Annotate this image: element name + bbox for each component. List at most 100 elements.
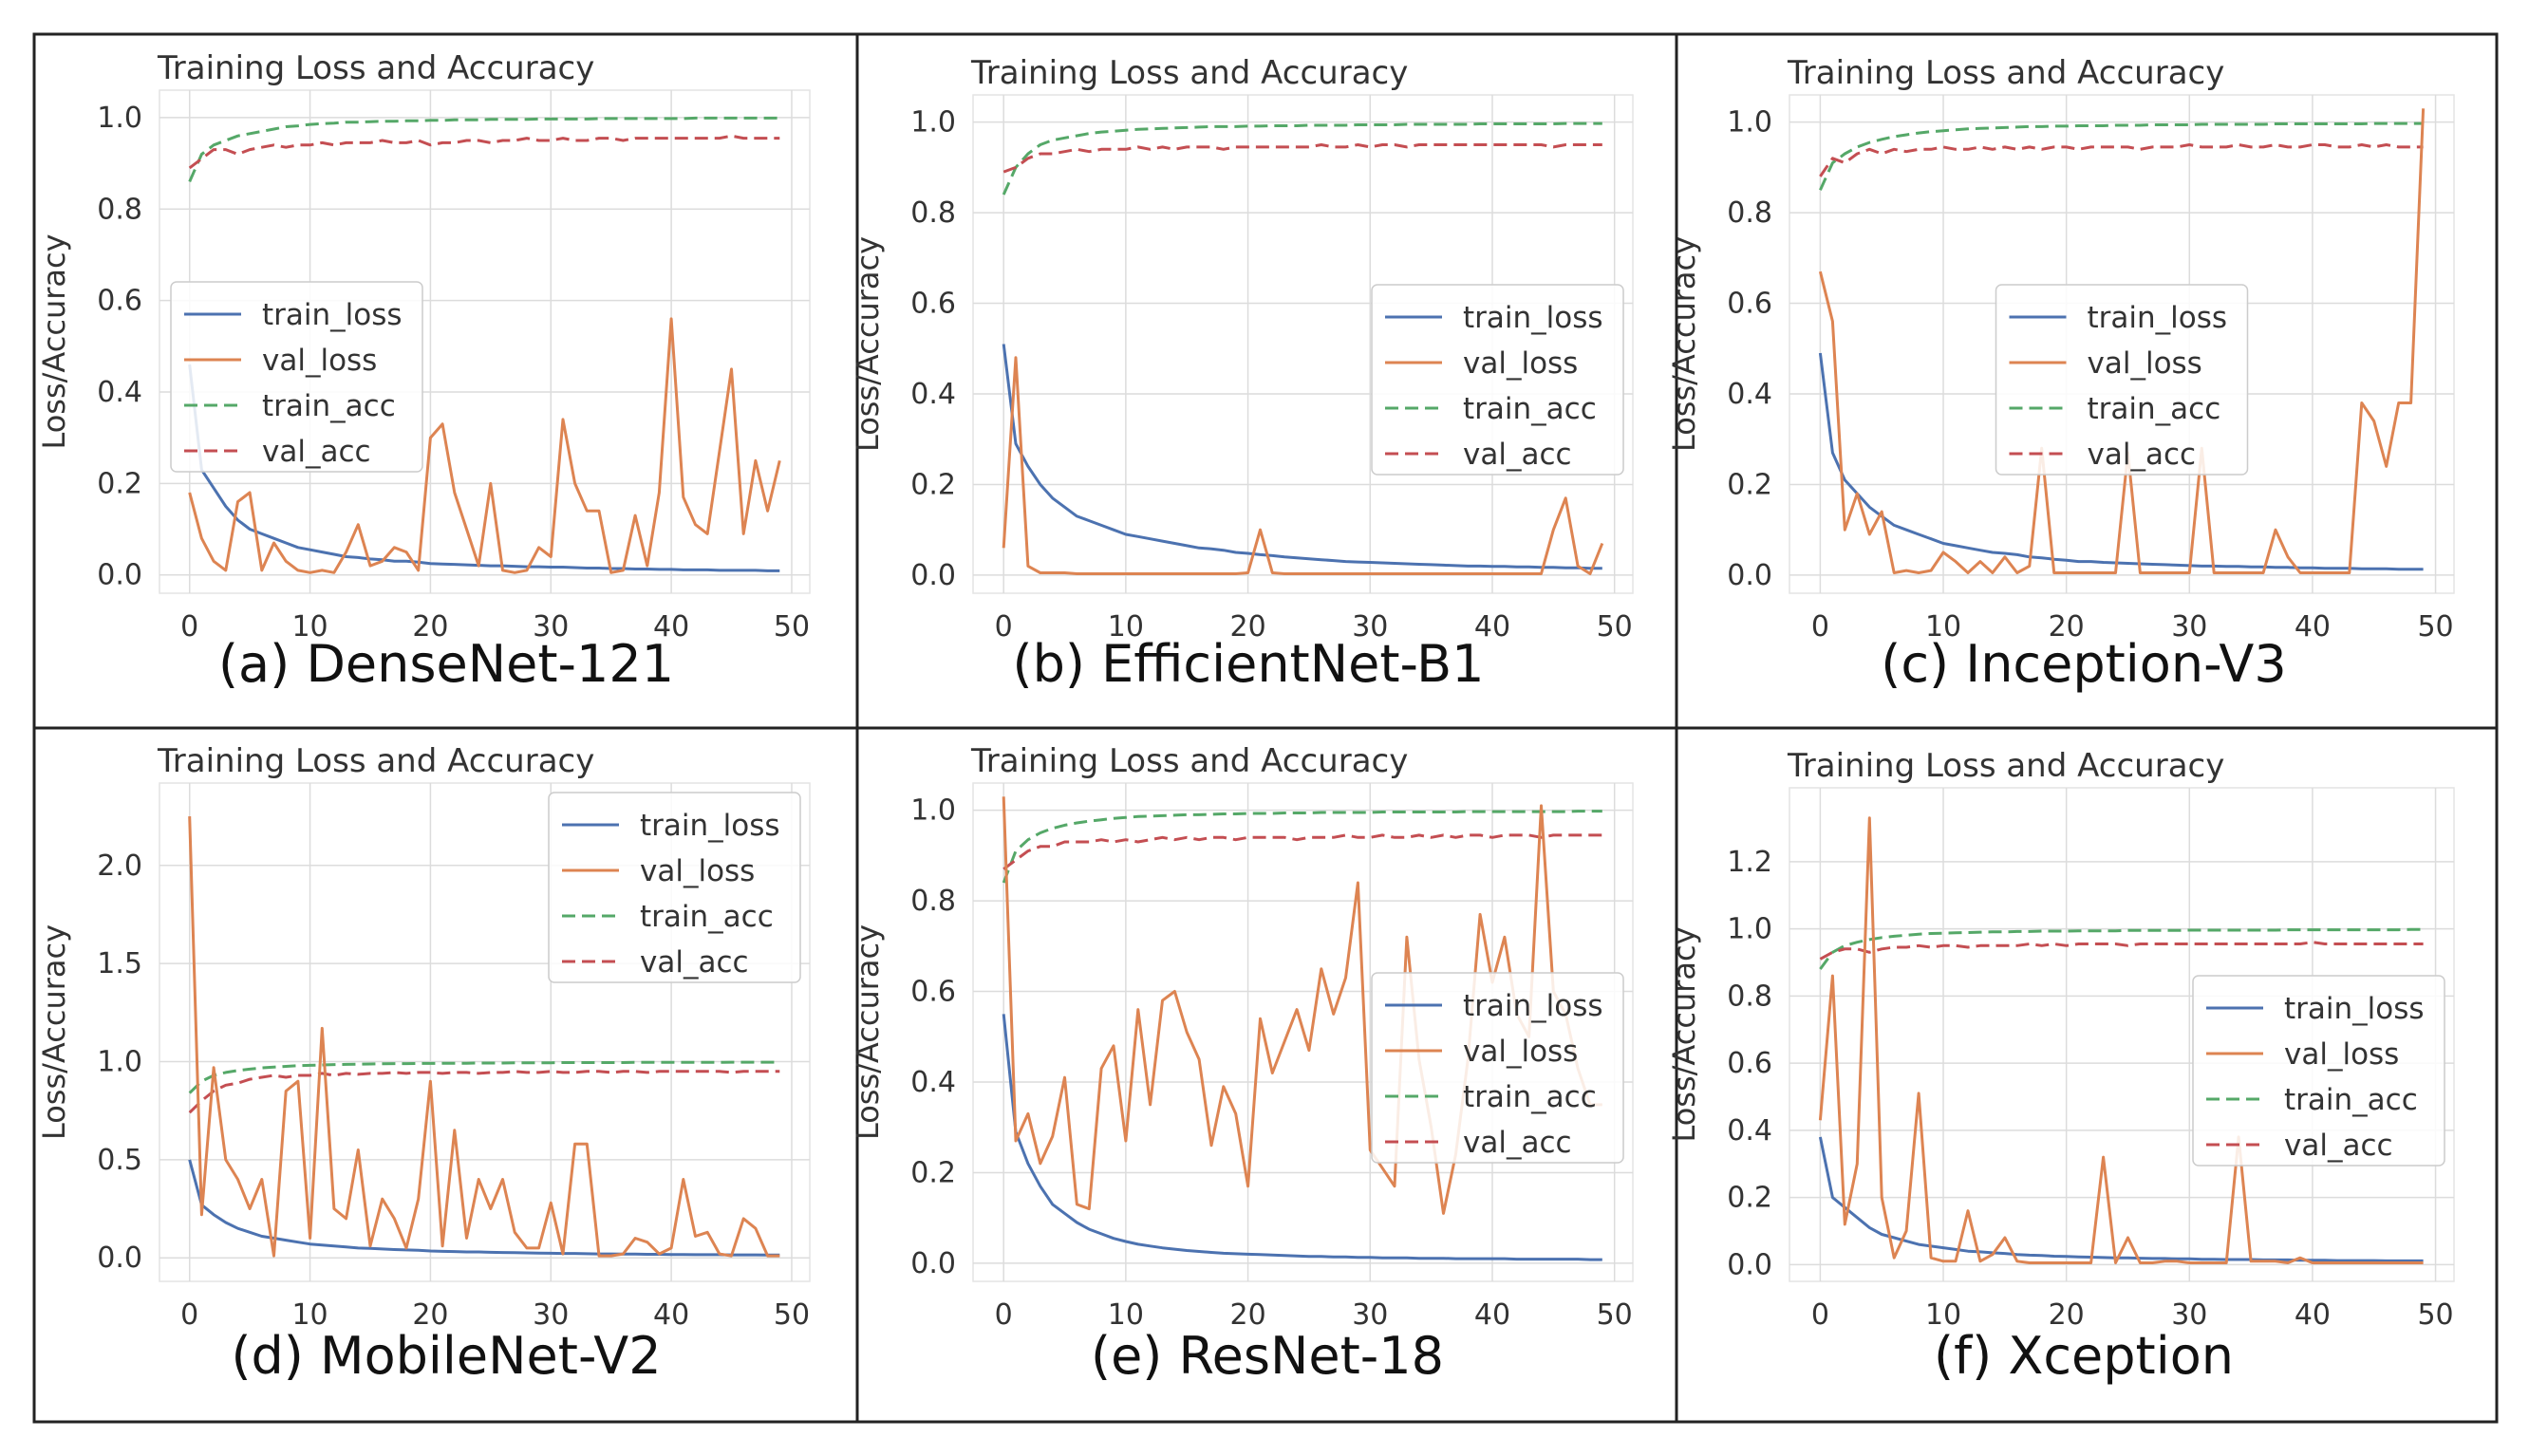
x-tick-label: 40 — [653, 610, 689, 644]
legend-box — [170, 281, 423, 473]
series-line-val-acc — [188, 134, 780, 170]
x-tick-label: 30 — [2171, 610, 2207, 644]
legend-label: val_loss — [1463, 346, 1578, 381]
legend-label: train_acc — [1463, 392, 1597, 426]
x-tick-label: 40 — [653, 1298, 689, 1332]
legend-label: val_acc — [1463, 438, 1572, 472]
x-tick-label: 50 — [774, 610, 810, 644]
panel-caption: (c) Inception-V3 — [1881, 634, 2286, 694]
y-tick-label: 0.6 — [1727, 288, 1772, 321]
x-tick-label: 20 — [1229, 1298, 1265, 1332]
y-tick-label: 1.0 — [97, 1046, 142, 1079]
chart-panel-4: 0 10 20 30 40 50 0.0 0.5 1.0 1.5 2.0 Training Loss … — [36, 742, 811, 1386]
series-line-train-loss — [1818, 1136, 2424, 1262]
x-tick-label: 0 — [995, 610, 1013, 644]
chart-panel-3: 0 10 20 30 40 50 0.0 0.2 0.4 0.6 0.8 1.0 Training Lo… — [1666, 54, 2455, 694]
x-tick-label: 50 — [1597, 610, 1633, 644]
legend: train_loss val_loss train_acc val_acc — [170, 281, 423, 473]
chart-title: Training Loss and Accuracy — [157, 742, 594, 780]
y-tick-label: 1.0 — [910, 106, 956, 140]
y-axis-label: Loss/Accuracy — [850, 236, 886, 452]
y-tick-label: 1.0 — [1727, 913, 1772, 946]
y-tick-label: 0.2 — [1727, 468, 1772, 501]
x-tick-label: 10 — [1925, 1298, 1961, 1332]
y-tick-label: 0.6 — [910, 288, 956, 321]
series-line-train-acc — [188, 1060, 780, 1094]
y-axis-label: Loss/Accuracy — [1666, 926, 1702, 1142]
legend: train_loss val_loss train_acc val_acc — [548, 792, 801, 983]
legend-label: val_loss — [2088, 346, 2202, 381]
legend-box — [1371, 284, 1624, 476]
y-tick-label: 0.8 — [97, 193, 142, 226]
chart-title: Training Loss and Accuracy — [970, 54, 1408, 92]
legend-label: val_acc — [1463, 1126, 1572, 1160]
y-tick-label: 1.0 — [1727, 106, 1772, 140]
y-axis-label: Loss/Accuracy — [36, 233, 72, 449]
x-tick-label: 10 — [1108, 1298, 1144, 1332]
x-tick-label: 30 — [1352, 610, 1388, 644]
chart-panel-2: 0 10 20 30 40 50 0.0 0.2 0.4 0.6 0.8 1.0 Training Lo… — [850, 54, 1634, 694]
x-tick-label: 30 — [1352, 1298, 1388, 1332]
legend-label: train_loss — [2088, 301, 2228, 335]
series-line-val-acc — [1002, 143, 1602, 174]
series-line-val-loss — [188, 317, 781, 574]
legend-label: train_loss — [2284, 992, 2425, 1026]
series-line-val-loss — [1818, 108, 2426, 574]
x-tick-label: 20 — [1229, 610, 1265, 644]
y-tick-label: 0.0 — [97, 559, 142, 592]
chart-panel-1: 0 10 20 30 40 50 0.0 0.2 0.4 0.6 0.8 1.0 Training Lo… — [36, 49, 811, 694]
series-line-train-loss — [1002, 1014, 1602, 1261]
series-line-val-acc — [188, 1070, 780, 1114]
x-tick-label: 30 — [533, 610, 569, 644]
panel-caption: (f) Xception — [1934, 1326, 2234, 1386]
legend-label: train_loss — [262, 298, 403, 332]
legend-label: train_acc — [640, 900, 774, 934]
x-tick-label: 10 — [1925, 610, 1961, 644]
series-line-train-acc — [1819, 121, 2424, 191]
legend: train_loss val_loss train_acc val_acc — [2192, 975, 2445, 1167]
y-tick-label: 0.4 — [1727, 378, 1772, 411]
x-tick-label: 20 — [412, 1298, 448, 1332]
legend-label: train_acc — [262, 389, 396, 423]
legend-label: train_loss — [1463, 989, 1603, 1023]
chart-title: Training Loss and Accuracy — [1787, 747, 2224, 785]
series-line-val-loss — [1002, 356, 1604, 575]
series-line-val-loss — [1002, 796, 1602, 1215]
x-tick-label: 40 — [2295, 1298, 2331, 1332]
y-tick-label: 0.6 — [1727, 1047, 1772, 1080]
legend-box — [2192, 975, 2445, 1167]
chart-panel-5: 0 10 20 30 40 50 0.0 0.2 0.4 0.6 0.8 1.0 Training Lo… — [850, 742, 1634, 1386]
x-tick-label: 30 — [533, 1298, 569, 1332]
x-tick-label: 10 — [291, 1298, 328, 1332]
y-axis-label: Loss/Accuracy — [1666, 236, 1702, 452]
x-tick-label: 0 — [1811, 1298, 1829, 1332]
series-line-val-loss — [188, 816, 780, 1258]
legend-label: val_loss — [1463, 1035, 1578, 1069]
x-tick-label: 0 — [180, 610, 198, 644]
legend: train_loss val_loss train_acc val_acc — [1995, 284, 2249, 476]
x-tick-label: 20 — [2049, 1298, 2085, 1332]
y-tick-label: 0.6 — [97, 285, 142, 318]
series-line-val-loss — [1818, 816, 2424, 1264]
y-tick-label: 1.2 — [1727, 846, 1772, 879]
y-tick-label: 0.8 — [1727, 980, 1772, 1013]
x-tick-label: 50 — [2417, 610, 2453, 644]
legend-label: val_loss — [2284, 1037, 2399, 1072]
y-tick-label: 0.2 — [910, 468, 956, 501]
y-tick-label: 0.8 — [910, 196, 956, 230]
y-tick-label: 0.8 — [910, 885, 956, 918]
series-line-val-acc — [1002, 833, 1602, 870]
chart-title: Training Loss and Accuracy — [970, 742, 1408, 780]
legend-label: val_acc — [2088, 438, 2197, 472]
x-tick-label: 10 — [291, 610, 328, 644]
y-axis-label: Loss/Accuracy — [36, 924, 72, 1140]
legend-label: train_acc — [2088, 392, 2221, 426]
legend-box — [1995, 284, 2249, 476]
x-tick-label: 50 — [1597, 1298, 1633, 1332]
x-tick-label: 40 — [2295, 610, 2331, 644]
y-tick-label: 1.0 — [910, 794, 956, 828]
legend-label: val_acc — [262, 435, 371, 469]
series-line-train-acc — [1819, 927, 2424, 970]
panel-caption: (b) EfficientNet-B1 — [1013, 634, 1485, 694]
y-tick-label: 0.4 — [97, 376, 142, 409]
